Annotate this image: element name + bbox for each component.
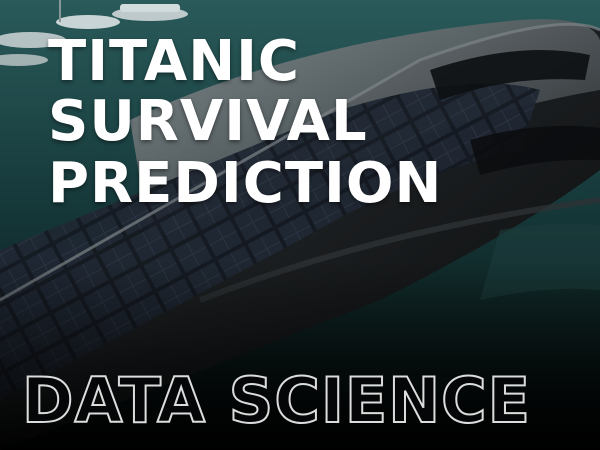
title-line: TITANIC — [48, 29, 301, 94]
data-science-label: DATA SCIENCE — [21, 364, 531, 437]
title-line: SURVIVAL — [48, 89, 368, 154]
title-line: PREDICTION — [48, 151, 443, 216]
